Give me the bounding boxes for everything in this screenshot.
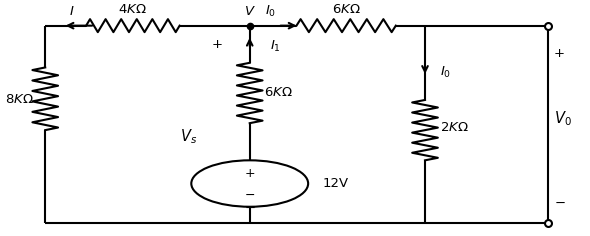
Text: $I_1$: $I_1$ [270,39,281,54]
Text: $8K\Omega$: $8K\Omega$ [5,93,33,106]
Text: +: + [553,47,565,60]
Text: $I_0$: $I_0$ [440,64,451,80]
Text: $I_0$: $I_0$ [264,4,276,19]
Text: $-$: $-$ [244,187,255,200]
Text: $6K\Omega$: $6K\Omega$ [264,86,293,100]
Text: $V_s$: $V_s$ [180,128,197,147]
Text: 12V: 12V [323,177,349,190]
Text: I: I [70,5,74,18]
Text: $-$: $-$ [553,196,565,209]
Text: V: V [245,5,254,18]
Text: $6K\Omega$: $6K\Omega$ [332,3,360,16]
Text: $4K\Omega$: $4K\Omega$ [119,3,148,16]
Text: +: + [212,38,223,51]
Text: $2K\Omega$: $2K\Omega$ [440,121,468,134]
Text: $-$: $-$ [244,201,255,215]
Text: $V_0$: $V_0$ [553,109,571,128]
Text: +: + [244,167,255,180]
